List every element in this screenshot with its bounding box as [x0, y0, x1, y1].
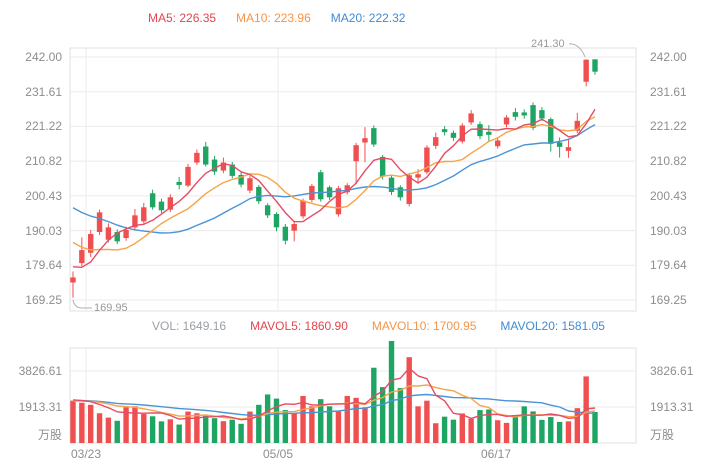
mavol10-legend-item: MAVOL10: 1700.95 — [371, 319, 477, 333]
price-tick-label: 231.61 — [25, 84, 62, 99]
price-tick-label: 231.61 — [650, 84, 687, 99]
ma20-legend-item: MA20: 222.32 — [330, 11, 406, 25]
volume-unit-label-left: 万股 — [37, 428, 62, 442]
volume-tick-label: 3826.61 — [18, 364, 62, 378]
price-tick-label: 210.82 — [650, 154, 687, 169]
volume-legend: VOL: 1649.16 MAVOL5: 1860.90 MAVOL10: 17… — [152, 319, 605, 333]
price-tick-label: 242.00 — [650, 50, 687, 64]
price-tick-label: 169.25 — [25, 293, 62, 307]
volume-unit-label-right: 万股 — [650, 428, 675, 442]
price-tick-label: 179.64 — [650, 258, 687, 273]
mavol5-legend-item: MAVOL5: 1860.90 — [250, 319, 348, 333]
date-tick-label: 03/23 — [70, 447, 102, 461]
annotation-low-price: 169.95 — [94, 302, 128, 314]
price-tick-label: 200.43 — [25, 188, 62, 203]
price-tick-label: 221.22 — [25, 119, 62, 134]
price-tick-label: 190.03 — [25, 223, 62, 238]
date-tick-label: 06/17 — [480, 447, 512, 461]
ma-legend: MA5: 226.35 MA10: 223.96 MA20: 222.32 — [148, 11, 405, 25]
volume-tick-label: 1913.31 — [18, 400, 62, 414]
price-tick-label: 242.00 — [25, 50, 62, 64]
date-tick-label: 05/05 — [262, 447, 294, 461]
price-tick-label: 179.64 — [25, 258, 62, 273]
annotation-high-price: 241.30 — [531, 38, 565, 50]
price-tick-label: 169.25 — [650, 293, 687, 307]
mavol20-legend-item: MAVOL20: 1581.05 — [500, 319, 605, 333]
ma10-legend-item: MA10: 223.96 — [236, 11, 311, 25]
price-tick-label: 200.43 — [650, 188, 687, 203]
volume-tick-label: 3826.61 — [650, 364, 694, 378]
price-tick-label: 221.22 — [650, 119, 687, 134]
vol-legend-item: VOL: 1649.16 — [152, 319, 227, 333]
price-tick-label: 190.03 — [650, 223, 687, 238]
ma5-legend-item: MA5: 226.35 — [148, 11, 217, 25]
price-tick-label: 210.82 — [25, 154, 62, 169]
volume-tick-label: 1913.31 — [650, 400, 694, 414]
